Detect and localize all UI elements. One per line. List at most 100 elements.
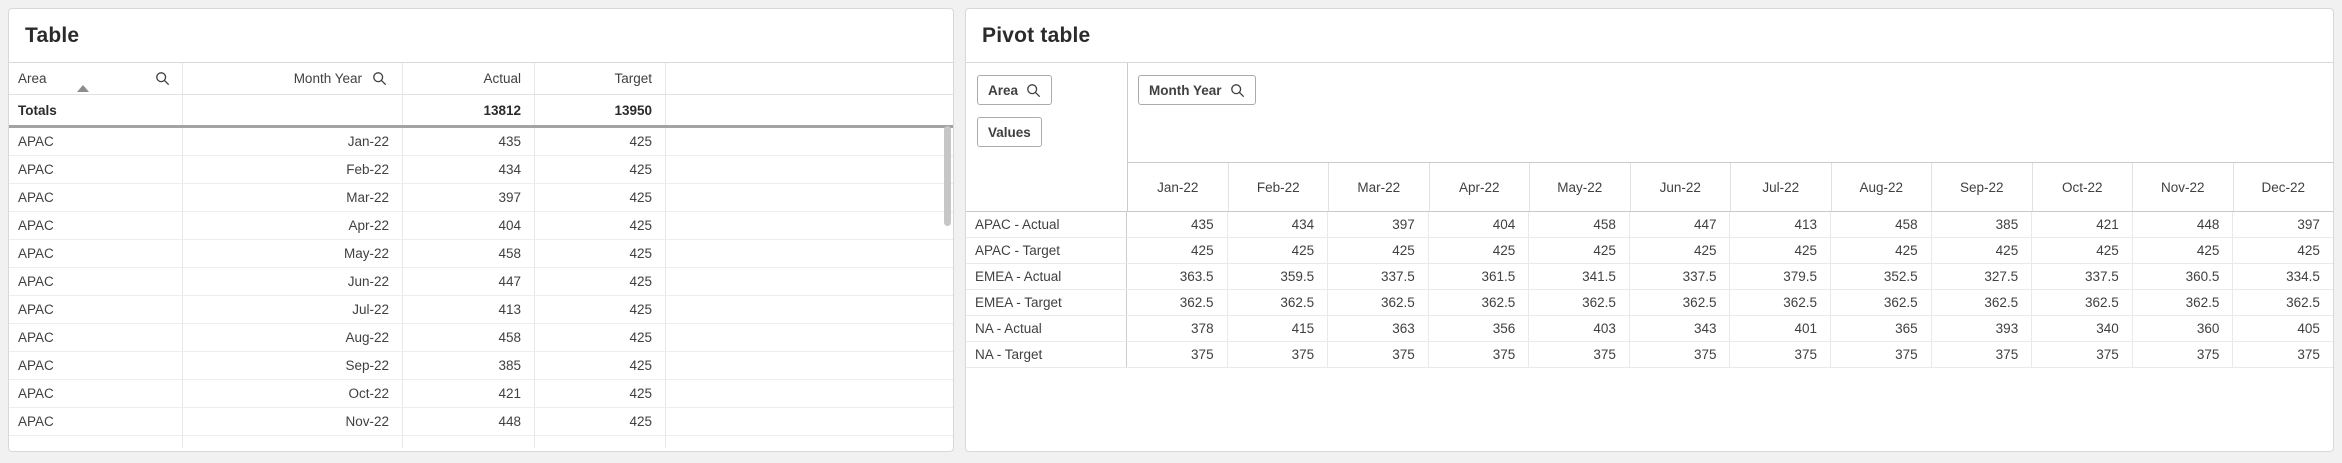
pivot-table-title: Pivot table — [982, 24, 1091, 47]
search-icon[interactable] — [372, 71, 387, 86]
pivot-value-cell: 337.5 — [2031, 264, 2132, 289]
pivot-value-cell: 362.5 — [1179, 295, 1214, 310]
pivot-column-header[interactable]: Jun-22 — [1629, 163, 1731, 211]
cell-actual: 385 — [403, 352, 535, 379]
pivot-value-cell: 448 — [2131, 212, 2233, 237]
pivot-row-label[interactable]: APAC - Actual — [966, 212, 1127, 237]
cell-target: 425 — [535, 184, 666, 211]
pivot-value-cell: 365 — [1830, 316, 1931, 341]
pivot-row-label[interactable]: NA - Actual — [966, 316, 1127, 341]
cell-area[interactable]: APAC — [9, 352, 183, 379]
table-row: APAC Apr-22 404 425 — [9, 212, 953, 240]
pivot-value-cell: 362.5 — [1427, 290, 1529, 315]
pivot-value-cell: 375 — [2031, 342, 2132, 367]
pivot-value-cell: 379.5 — [1729, 264, 1830, 289]
totals-label: Totals — [9, 95, 183, 125]
pivot-column-header[interactable]: Jul-22 — [1730, 163, 1831, 211]
values-button[interactable]: Values — [977, 117, 1042, 147]
cell-area[interactable]: APAC — [9, 268, 183, 295]
pivot-column-header[interactable]: Apr-22 — [1428, 163, 1530, 211]
pivot-value-cell: 337.5 — [1327, 264, 1428, 289]
cell-empty — [666, 240, 953, 267]
pivot-value-cell: 397 — [1327, 212, 1428, 237]
pivot-column-header[interactable]: Nov-22 — [2132, 163, 2233, 211]
cell-actual: 434 — [403, 156, 535, 183]
pivot-row-label[interactable]: APAC - Target — [966, 238, 1127, 263]
search-icon[interactable] — [155, 71, 170, 86]
cell-area[interactable]: APAC — [9, 184, 183, 211]
pivot-row-label[interactable]: EMEA - Target — [966, 290, 1127, 315]
pivot-value-cell: 362.5 — [1830, 290, 1931, 315]
pivot-value-cell: 343 — [1628, 316, 1730, 341]
pivot-value-cell: 362.5 — [1628, 290, 1730, 315]
cell-month-year[interactable]: Jun-22 — [183, 268, 403, 295]
column-header-target[interactable]: Target — [535, 63, 666, 94]
pivot-row-label[interactable]: NA - Target — [966, 342, 1127, 367]
cell-empty — [666, 268, 953, 295]
table-panel: Table Area Month Year Actual — [8, 8, 954, 452]
pivot-value-cell: 425 — [1327, 238, 1428, 263]
cell-month-year[interactable]: Nov-22 — [183, 408, 403, 435]
cell-target: 425 — [535, 268, 666, 295]
pivot-header-divider — [1127, 63, 1128, 211]
cell-area[interactable]: APAC — [9, 408, 183, 435]
pivot-column-header[interactable]: Oct-22 — [2031, 163, 2133, 211]
column-header-area-label: Area — [18, 71, 47, 86]
column-header-month-year-label: Month Year — [293, 71, 362, 86]
pivot-value-cell: 340 — [2031, 316, 2132, 341]
cell-area[interactable]: APAC — [9, 324, 183, 351]
column-header-area[interactable]: Area — [9, 63, 183, 94]
table-title: Table — [25, 24, 80, 47]
vertical-scrollbar-thumb[interactable] — [944, 126, 951, 226]
table-row: APAC Nov-22 448 425 — [9, 408, 953, 436]
column-header-actual-label: Actual — [483, 71, 521, 86]
pivot-column-header[interactable]: Dec-22 — [2232, 163, 2334, 211]
cell-month-year[interactable]: Sep-22 — [183, 352, 403, 379]
cell-actual: 404 — [403, 212, 535, 239]
cell-actual: 435 — [403, 128, 535, 155]
pivot-column-header[interactable]: Sep-22 — [1931, 163, 2032, 211]
cell-empty — [666, 408, 953, 435]
cell-month-year[interactable]: Oct-22 — [183, 380, 403, 407]
cell-area[interactable]: APAC — [9, 128, 183, 155]
pivot-value-cell: 425 — [2131, 238, 2233, 263]
cell-month-year[interactable]: Apr-22 — [183, 212, 403, 239]
pivot-value-cell: 356 — [1427, 316, 1529, 341]
pivot-value-cell: 362.5 — [1226, 290, 1328, 315]
cell-area[interactable]: APAC — [9, 156, 183, 183]
cell-month-year[interactable]: Aug-22 — [183, 324, 403, 351]
cell-actual: 447 — [403, 268, 535, 295]
cell-empty — [666, 436, 953, 448]
pivot-row-label[interactable]: EMEA - Actual — [966, 264, 1127, 289]
pivot-row: APAC - Actual 435 434 397 404 458 447 413 458 385… — [966, 212, 2333, 238]
area-dimension-button[interactable]: Area — [977, 75, 1053, 105]
pivot-value-cell: 360 — [2131, 316, 2233, 341]
pivot-column-header[interactable]: Feb-22 — [1227, 163, 1329, 211]
pivot-body: APAC - Actual 435 434 397 404 458 447 413 458 385… — [966, 211, 2333, 368]
pivot-value-cell: 375 — [1327, 342, 1428, 367]
cell-target: 425 — [535, 380, 666, 407]
pivot-header-area: Area Values Month Year Jan-22 Feb-22 Mar-2… — [966, 62, 2333, 211]
cell-month-year[interactable]: Jul-22 — [183, 296, 403, 323]
pivot-row: APAC - Target 425 425 425 425 425 425 425 425 425… — [966, 238, 2333, 264]
column-header-month-year[interactable]: Month Year — [183, 63, 403, 94]
pivot-value-cell: 413 — [1729, 212, 1830, 237]
cell-month-year[interactable]: Feb-22 — [183, 156, 403, 183]
pivot-value-cell: 375 — [1930, 342, 2032, 367]
table-row: APAC Aug-22 458 425 — [9, 324, 953, 352]
cell-month-year[interactable]: Jan-22 — [183, 128, 403, 155]
cell-area[interactable]: APAC — [9, 240, 183, 267]
pivot-value-cell: 405 — [2232, 316, 2333, 341]
column-header-actual[interactable]: Actual — [403, 63, 535, 94]
pivot-column-header[interactable]: Aug-22 — [1830, 163, 1932, 211]
cell-month-year[interactable]: Mar-22 — [183, 184, 403, 211]
pivot-column-header[interactable]: Jan-22 — [1157, 179, 1199, 195]
month-year-dimension-button[interactable]: Month Year — [1138, 75, 1256, 105]
cell-area[interactable]: APAC — [9, 380, 183, 407]
cell-area[interactable]: APAC — [9, 212, 183, 239]
pivot-column-header[interactable]: Mar-22 — [1328, 163, 1429, 211]
cell-area[interactable]: APAC — [9, 296, 183, 323]
pivot-column-header[interactable]: May-22 — [1529, 163, 1630, 211]
cell-empty — [666, 184, 953, 211]
cell-month-year[interactable]: May-22 — [183, 240, 403, 267]
